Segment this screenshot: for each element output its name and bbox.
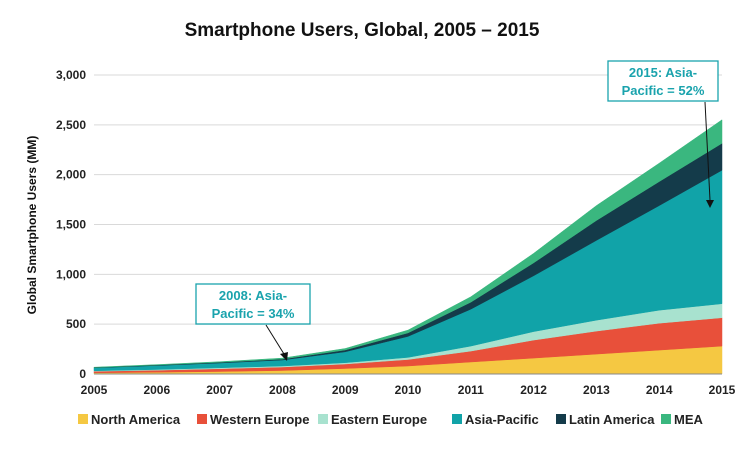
legend-swatch-north-america — [78, 414, 88, 424]
legend: North America Western Europe Eastern Europ… — [78, 412, 704, 427]
y-tick-label: 3,000 — [56, 68, 86, 82]
y-tick-label: 0 — [79, 367, 86, 381]
x-tick-label: 2013 — [583, 383, 610, 397]
x-tick-label: 2005 — [81, 383, 108, 397]
legend-swatch-eastern-europe — [318, 414, 328, 424]
legend-swatch-mea — [661, 414, 671, 424]
x-tick-label: 2015 — [709, 383, 736, 397]
x-tick-label: 2012 — [520, 383, 547, 397]
x-tick-label: 2011 — [458, 383, 484, 397]
y-tick-label: 1,000 — [56, 267, 86, 281]
x-tick-label: 2007 — [206, 383, 233, 397]
annotation-arrowhead-2008 — [280, 352, 288, 361]
legend-label-western-europe: Western Europe — [210, 412, 309, 427]
legend-swatch-western-europe — [197, 414, 207, 424]
y-tick-label: 2,000 — [56, 168, 86, 182]
legend-swatch-latin-america — [556, 414, 566, 424]
annotation-box-2015 — [607, 60, 719, 102]
annotation-arrow-2015 — [704, 101, 711, 201]
x-tick-label: 2010 — [395, 383, 422, 397]
annotations: 2015: Asia- Pacific = 52% 2008: Asia- Pa… — [195, 60, 719, 361]
annotation-arrowhead-2015 — [706, 200, 714, 208]
legend-label-north-america: North America — [91, 412, 181, 427]
annotation-2015-line2: Pacific = 52% — [622, 83, 705, 98]
legend-label-asia-pacific: Asia-Pacific — [465, 412, 539, 427]
x-tick-label: 2014 — [646, 383, 673, 397]
y-tick-label: 2,500 — [56, 118, 86, 132]
x-tick-label: 2009 — [332, 383, 359, 397]
area-series-mea — [93, 119, 723, 368]
legend-label-mea: MEA — [674, 412, 704, 427]
annotation-2015-line1: 2015: Asia- — [629, 65, 697, 80]
legend-label-latin-america: Latin America — [569, 412, 655, 427]
annotation-arrow-2008 — [265, 324, 285, 355]
y-tick-label: 500 — [66, 317, 86, 331]
annotation-2008-line2: Pacific = 34% — [212, 306, 295, 321]
axes: 0 500 1,000 1,500 2,000 2,500 3,000 2005 2006 200… — [56, 68, 736, 397]
x-tick-label: 2008 — [269, 383, 296, 397]
annotation-box-2008 — [195, 283, 311, 325]
chart-title: Smartphone Users, Global, 2005 – 2015 — [185, 20, 540, 41]
y-tick-label: 1,500 — [56, 218, 86, 232]
area-series-group — [93, 119, 723, 375]
y-axis-label: Global Smartphone Users (MM) — [25, 136, 39, 315]
x-tick-label: 2006 — [143, 383, 170, 397]
legend-swatch-asia-pacific — [452, 414, 462, 424]
legend-label-eastern-europe: Eastern Europe — [331, 412, 427, 427]
annotation-2008-line1: 2008: Asia- — [219, 288, 287, 303]
